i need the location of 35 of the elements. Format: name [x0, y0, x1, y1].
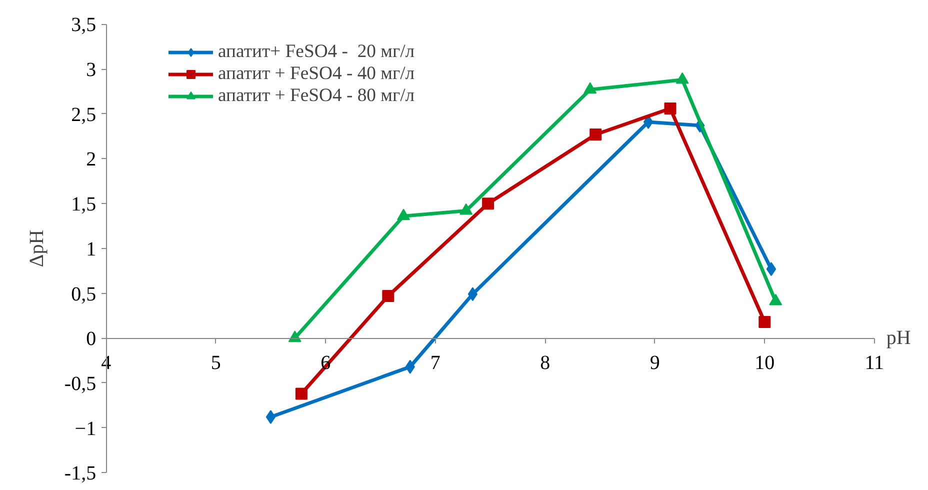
- x-tick-label: 11: [864, 352, 884, 374]
- y-tick-label: −1: [74, 418, 96, 440]
- y-tick-label: 3,5: [71, 14, 96, 36]
- y-tick-label: 1,5: [71, 194, 96, 216]
- legend-label: апатит + FeSO4 - 40 мг/л: [218, 63, 415, 85]
- y-tick-label: 0,5: [71, 283, 96, 306]
- point: [295, 388, 308, 400]
- point: [676, 72, 689, 84]
- point: [766, 262, 776, 276]
- point: [584, 82, 597, 94]
- y-tick-label: -0,5: [64, 372, 96, 395]
- point: [382, 290, 394, 302]
- y-tick-label: 0: [86, 328, 96, 350]
- point: [590, 128, 602, 141]
- point: [482, 198, 494, 210]
- y-tick-label: -1,5: [64, 462, 96, 485]
- y-tick-label: 2,5: [71, 104, 96, 126]
- point: [664, 102, 676, 114]
- legend-label: апатит+ FeSO4 - 20 мг/л: [218, 41, 415, 63]
- y-tick-label: 1: [86, 238, 96, 260]
- point: [468, 287, 478, 302]
- y-tick-label: 2: [86, 148, 96, 171]
- point: [460, 203, 473, 215]
- x-tick-label: 5: [210, 352, 221, 374]
- x-tick-label: 8: [540, 352, 550, 374]
- point: [397, 208, 410, 220]
- x-tick-label: 10: [754, 352, 775, 374]
- y-tick-label: 3: [86, 59, 96, 82]
- point: [758, 316, 771, 328]
- x-tick-label: 7: [430, 352, 440, 374]
- legend-label: апатит + FeSO4 - 80 мг/л: [218, 85, 415, 107]
- y-axis-title: ΔpH: [26, 230, 48, 268]
- point: [266, 410, 276, 424]
- x-axis-title: pH: [886, 327, 911, 350]
- x-tick-label: 9: [650, 352, 660, 374]
